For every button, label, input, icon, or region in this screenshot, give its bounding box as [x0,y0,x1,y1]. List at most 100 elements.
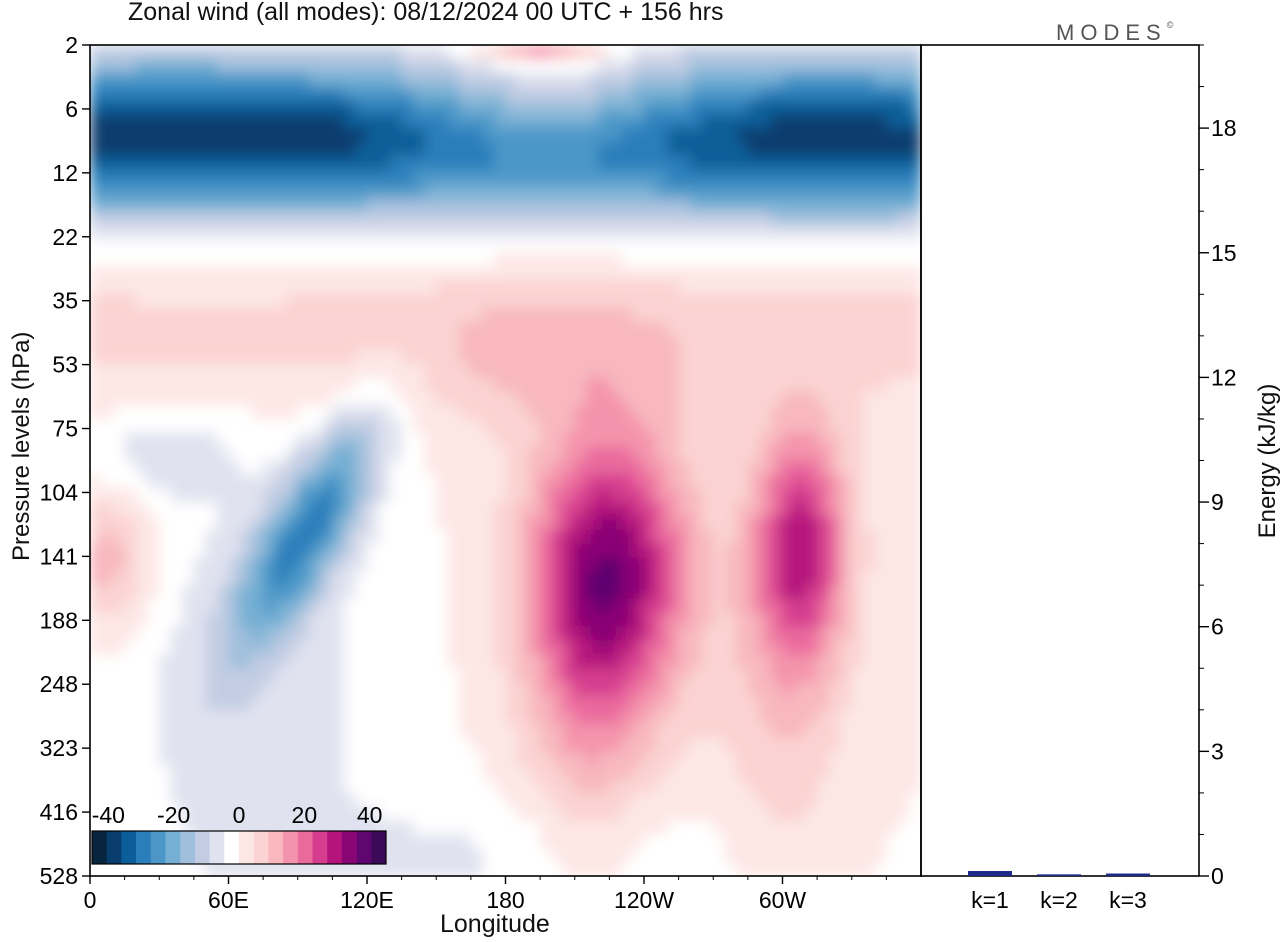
wind-cell [390,737,403,752]
wind-cell [205,238,218,254]
wind-cell [309,183,322,198]
wind-cell [367,640,380,655]
category-label: k=3 [1109,887,1147,913]
wind-cell [713,460,726,475]
wind-cell [840,488,853,503]
wind-cell [724,211,737,226]
wind-cell [170,72,183,88]
wind-cell [713,141,726,157]
wind-cell [251,391,264,406]
wind-cell [343,806,357,822]
wind-cell [320,141,333,157]
wind-cell [586,128,599,143]
wind-cell [805,377,818,392]
wind-cell [817,695,830,711]
wind-cell [747,72,761,88]
wind-cell [90,391,103,406]
wind-cell [701,280,714,295]
wind-cell [897,58,911,74]
wind-cell [517,515,530,531]
wind-cell [136,349,149,365]
wind-cell [574,695,587,711]
wind-cell [886,294,899,309]
wind-cell [632,432,645,448]
wind-cell [228,862,241,876]
wind-cell [343,446,357,462]
wind-cell [424,709,437,725]
wind-cell [124,502,137,517]
wind-cell [690,460,703,475]
wind-cell [170,322,183,337]
wind-cell [840,238,853,254]
wind-cell [540,363,553,378]
wind-cell [678,169,691,185]
wind-cell [90,779,103,794]
wind-cell [713,765,726,780]
wind-cell [632,557,645,572]
wind-cell [840,169,853,185]
wind-cell [193,72,207,88]
wind-cell [655,515,668,531]
wind-cell [886,654,899,669]
wind-cell [770,294,784,309]
wind-cell [459,806,472,822]
wind-cell [482,252,495,268]
wind-cell [563,765,576,780]
wind-cell [413,682,426,697]
wind-cell [782,349,795,365]
wind-cell [436,640,449,655]
wind-cell [828,155,841,171]
wind-cell [667,252,680,268]
wind-cell [159,238,172,254]
wind-cell [667,502,680,517]
wind-cell [401,585,414,600]
wind-cell [332,335,345,351]
wind-cell [436,474,449,489]
wind-cell [540,349,553,365]
wind-cell [874,571,887,586]
wind-cell [424,474,437,489]
wind-cell [886,488,899,503]
colorbar-swatch [371,831,387,864]
wind-cell [817,834,830,849]
wind-cell [274,792,287,808]
wind-cell [759,599,772,614]
wind-cell [851,460,864,475]
wind-cell [551,515,564,531]
wind-cell [667,862,680,876]
wind-cell [390,668,403,683]
wind-cell [470,252,484,268]
wind-cell [632,238,645,254]
wind-cell [343,723,357,739]
wind-cell [782,114,795,129]
wind-cell [724,654,737,669]
wind-cell [655,294,668,309]
wind-cell [263,585,276,600]
wind-cell [713,349,726,365]
wind-cell [182,308,195,323]
wind-cell [690,751,703,766]
wind-cell [782,322,795,337]
wind-cell [401,695,414,711]
wind-cell [390,377,403,392]
wind-cell [355,502,368,517]
wind-cell [413,557,426,572]
wind-cell [367,446,380,462]
wind-cell [251,779,264,794]
wind-cell [113,862,126,876]
wind-cell [678,280,691,295]
wind-cell [482,737,495,752]
wind-cell [240,654,253,669]
wind-cell [390,848,403,863]
wind-cell [805,349,818,365]
wind-cell [840,391,853,406]
wind-cell [170,308,183,323]
wind-cell [736,557,749,572]
wind-cell [620,723,634,739]
wind-cell [863,529,876,545]
wind-cell [343,751,357,766]
wind-cell [309,557,322,572]
wind-cell [193,141,207,157]
wind-cell [713,391,726,406]
wind-cell [540,640,553,655]
